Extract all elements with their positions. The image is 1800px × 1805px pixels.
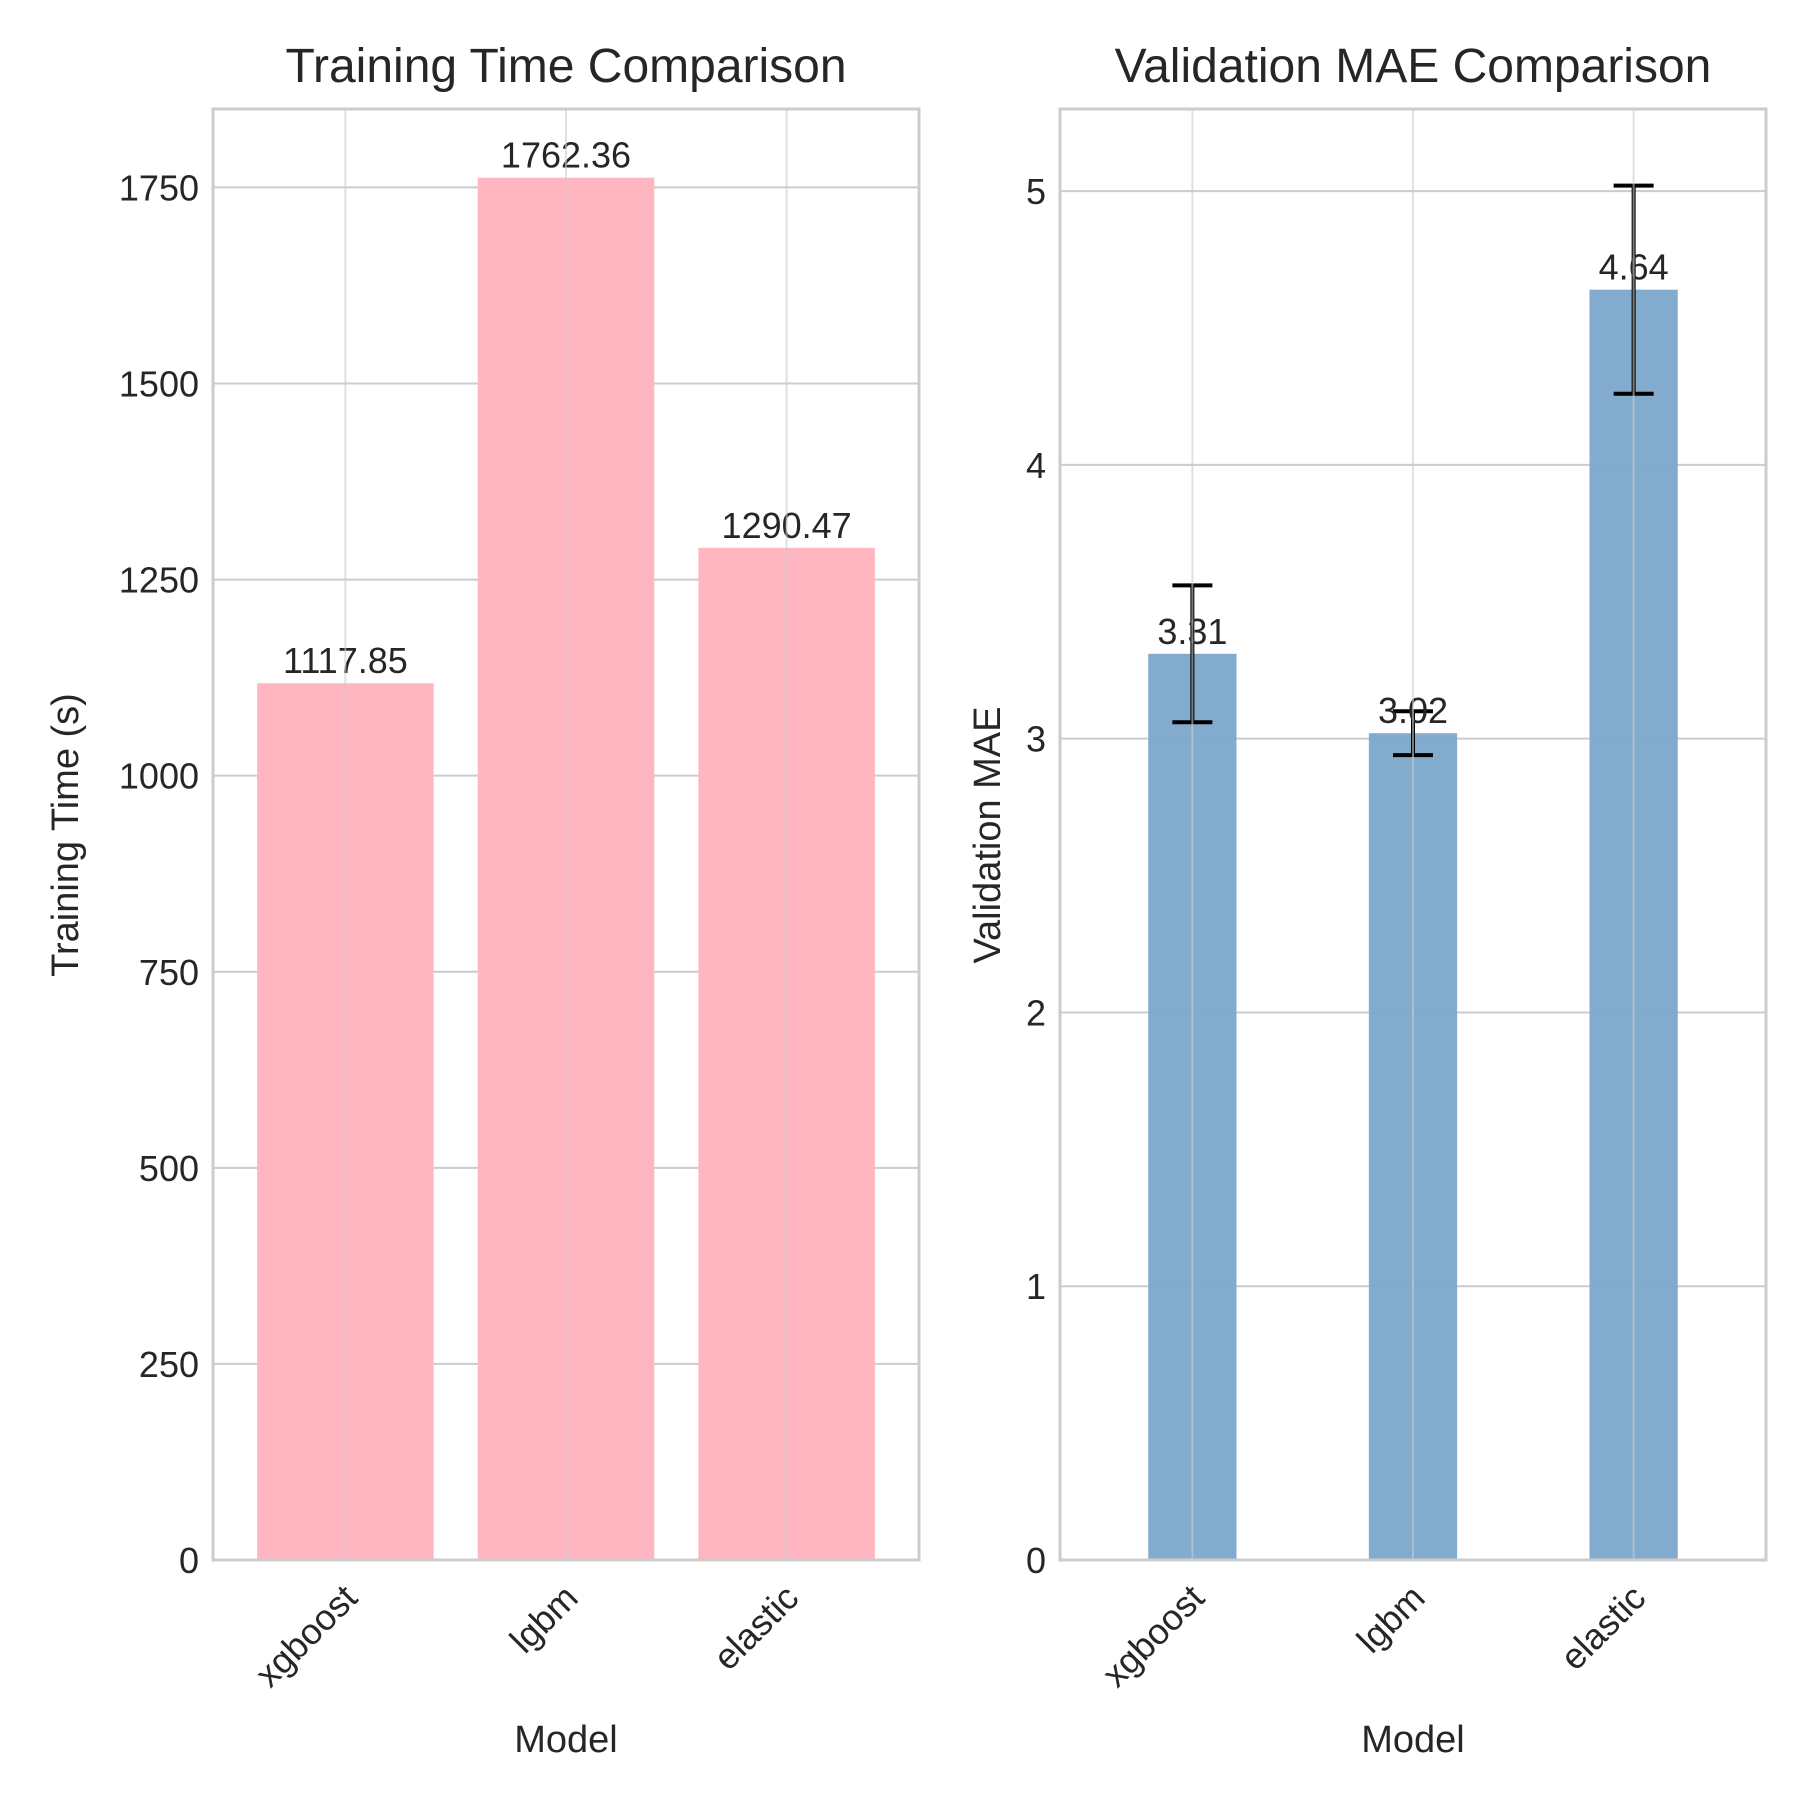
chart-title: Training Time Comparison <box>285 40 846 93</box>
y-tick-label: 2 <box>1026 992 1046 1033</box>
plot-frame <box>211 107 921 1562</box>
x-tick-label: xgboost <box>1094 1577 1212 1695</box>
y-tick-label: 3 <box>1026 719 1046 760</box>
x-tick-label: elastic <box>705 1577 806 1678</box>
plot-frame <box>1058 107 1768 1562</box>
tick-labels: 0 1 2 3 4 5 xgboost lgbm elastic <box>1026 171 1653 1695</box>
y-tick-label: 500 <box>139 1148 199 1189</box>
validation-mae-chart: Validation MAE Comparison 3.313.024.64 0… <box>967 40 1768 1761</box>
chart-title: Validation MAE Comparison <box>1115 40 1712 93</box>
training-time-chart: Training Time Comparison 1117.851762.361… <box>45 40 921 1761</box>
y-axis-label: Training Time (s) <box>45 693 87 977</box>
x-tick-label: elastic <box>1552 1577 1653 1678</box>
y-tick-label: 250 <box>139 1344 199 1385</box>
x-tick-label: xgboost <box>247 1577 365 1695</box>
y-tick-label: 0 <box>179 1540 199 1581</box>
y-tick-label: 1750 <box>119 167 199 208</box>
y-tick-label: 0 <box>1026 1540 1046 1581</box>
x-gridlines <box>1191 109 1635 1560</box>
y-tick-label: 1000 <box>119 756 199 797</box>
y-axis-label: Validation MAE <box>967 707 1009 964</box>
y-tick-label: 1500 <box>119 364 199 405</box>
y-tick-label: 1250 <box>119 560 199 601</box>
y-tick-label: 750 <box>139 952 199 993</box>
x-axis-label: Model <box>1361 1719 1465 1761</box>
x-axis-label: Model <box>514 1719 618 1761</box>
y-tick-label: 5 <box>1026 171 1046 212</box>
bars: 3.313.024.64 <box>1148 109 1678 1560</box>
y-tick-label: 4 <box>1026 445 1046 486</box>
x-gridlines <box>344 109 788 1560</box>
x-tick-label: lgbm <box>501 1577 585 1661</box>
y-tick-label: 1 <box>1026 1266 1046 1307</box>
x-tick-label: lgbm <box>1348 1577 1432 1661</box>
